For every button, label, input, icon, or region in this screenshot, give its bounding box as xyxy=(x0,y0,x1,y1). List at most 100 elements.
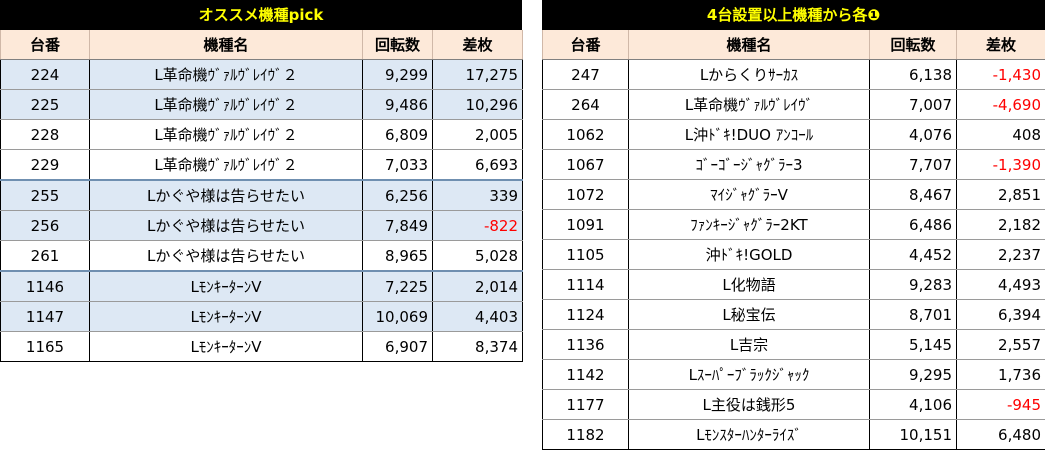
machine-name-cell: L革命機ｳﾞｧﾙｳﾞﾚｲｳﾞ２ xyxy=(90,60,363,90)
machine-no-cell: 256 xyxy=(1,211,90,241)
diff-cell: 2,014 xyxy=(433,271,523,302)
diff-cell: 1,736 xyxy=(957,360,1045,390)
diff-cell: 2,182 xyxy=(957,210,1045,240)
left-header-row: 台番 機種名 回転数 差枚 xyxy=(1,30,523,60)
spins-cell: 8,965 xyxy=(363,241,433,272)
machine-no-cell: 1105 xyxy=(543,240,629,270)
machine-no-cell: 1177 xyxy=(543,390,629,420)
machine-no-cell: 1136 xyxy=(543,330,629,360)
machine-no-cell: 1072 xyxy=(543,180,629,210)
machine-name-cell: Lかぐや様は告らせたい xyxy=(90,241,363,272)
machine-name-cell: LﾓﾝｷｰﾀｰﾝV xyxy=(90,302,363,332)
spins-cell: 9,283 xyxy=(870,270,957,300)
spins-cell: 9,295 xyxy=(870,360,957,390)
machine-name-cell: L革命機ｳﾞｧﾙｳﾞﾚｲｳﾞ２ xyxy=(90,120,363,150)
diff-cell: 2,005 xyxy=(433,120,523,150)
machine-name-cell: L化物語 xyxy=(629,270,870,300)
header-machine-no: 台番 xyxy=(543,30,629,60)
diff-cell: 6,394 xyxy=(957,300,1045,330)
diff-cell: 4,403 xyxy=(433,302,523,332)
machine-no-cell: 1142 xyxy=(543,360,629,390)
machine-name-cell: L革命機ｳﾞｧﾙｳﾞﾚｲｳﾞ２ xyxy=(90,150,363,181)
machine-no-cell: 1124 xyxy=(543,300,629,330)
spins-cell: 5,145 xyxy=(870,330,957,360)
header-machine-no: 台番 xyxy=(1,30,90,60)
diff-cell: 2,557 xyxy=(957,330,1045,360)
spins-cell: 9,299 xyxy=(363,60,433,90)
machine-no-cell: 247 xyxy=(543,60,629,90)
machine-name-cell: L秘宝伝 xyxy=(629,300,870,330)
machine-name-cell: Lｽｰﾊﾟｰﾌﾞﾗｯｸｼﾞｬｯｸ xyxy=(629,360,870,390)
spins-cell: 6,907 xyxy=(363,332,433,362)
header-diff: 差枚 xyxy=(957,30,1045,60)
machine-name-cell: L吉宗 xyxy=(629,330,870,360)
header-machine-name: 機種名 xyxy=(90,30,363,60)
diff-cell: 17,275 xyxy=(433,60,523,90)
machine-name-cell: LﾓﾝｷｰﾀｰﾝV xyxy=(90,271,363,302)
spins-cell: 6,138 xyxy=(870,60,957,90)
machine-name-cell: L革命機ｳﾞｧﾙｳﾞﾚｲｳﾞ２ xyxy=(90,90,363,120)
diff-cell: 2,237 xyxy=(957,240,1045,270)
machine-name-cell: ｺﾞｰｺﾞｰｼﾞｬｸﾞﾗｰ3 xyxy=(629,150,870,180)
diff-cell: -945 xyxy=(957,390,1045,420)
machine-no-cell: 1114 xyxy=(543,270,629,300)
diff-cell: 10,296 xyxy=(433,90,523,120)
machine-no-cell: 225 xyxy=(1,90,90,120)
spins-cell: 10,069 xyxy=(363,302,433,332)
header-spins: 回転数 xyxy=(363,30,433,60)
machine-no-cell: 264 xyxy=(543,90,629,120)
machine-no-cell: 1146 xyxy=(1,271,90,302)
spins-cell: 8,701 xyxy=(870,300,957,330)
machine-no-cell: 229 xyxy=(1,150,90,181)
machine-no-cell: 1091 xyxy=(543,210,629,240)
left-table-title: オススメ機種pick xyxy=(0,0,522,30)
spins-cell: 7,033 xyxy=(363,150,433,181)
diff-cell: -1,430 xyxy=(957,60,1045,90)
diff-cell: 6,693 xyxy=(433,150,523,181)
machine-name-cell: 沖ﾄﾞｷ!GOLD xyxy=(629,240,870,270)
machine-name-cell: LﾓﾝｷｰﾀｰﾝV xyxy=(90,332,363,362)
machine-no-cell: 1067 xyxy=(543,150,629,180)
diff-cell: 408 xyxy=(957,120,1045,150)
spins-cell: 6,809 xyxy=(363,120,433,150)
machine-no-cell: 261 xyxy=(1,241,90,272)
diff-cell: -1,390 xyxy=(957,150,1045,180)
spins-cell: 6,486 xyxy=(870,210,957,240)
header-machine-name: 機種名 xyxy=(629,30,870,60)
machine-name-cell: Lかぐや様は告らせたい xyxy=(90,180,363,211)
machine-name-cell: Lﾓﾝｽﾀｰﾊﾝﾀｰﾗｲｽﾞ xyxy=(629,420,870,450)
machine-name-cell: L革命機ｳﾞｧﾙｳﾞﾚｲｳﾞ xyxy=(629,90,870,120)
machine-no-cell: 1062 xyxy=(543,120,629,150)
machine-name-cell: Lからくりｻｰｶｽ xyxy=(629,60,870,90)
machine-no-cell: 255 xyxy=(1,180,90,211)
diff-cell: 339 xyxy=(433,180,523,211)
machine-name-cell: L主役は銭形5 xyxy=(629,390,870,420)
machine-no-cell: 1165 xyxy=(1,332,90,362)
machine-name-cell: ﾌｧﾝｷｰｼﾞｬｸﾞﾗｰ2KT xyxy=(629,210,870,240)
spins-cell: 7,849 xyxy=(363,211,433,241)
right-table-title: 4台設置以上機種から各❶ xyxy=(542,0,1045,30)
spins-cell: 4,106 xyxy=(870,390,957,420)
spins-cell: 9,486 xyxy=(363,90,433,120)
machine-no-cell: 224 xyxy=(1,60,90,90)
diff-cell: 8,374 xyxy=(433,332,523,362)
